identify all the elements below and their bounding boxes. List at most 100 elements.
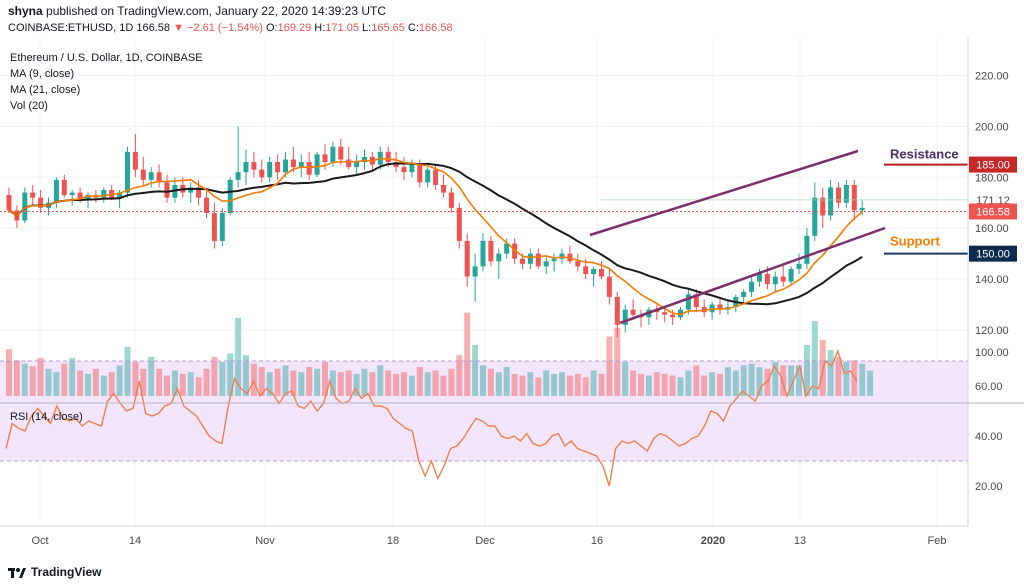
volume-bar — [693, 365, 700, 396]
volume-bar — [566, 375, 573, 396]
candle-body — [575, 261, 581, 267]
candle-body — [788, 268, 794, 282]
volume-bar — [480, 365, 486, 396]
candle-body — [472, 266, 478, 277]
author-name[interactable]: shyna — [8, 4, 43, 18]
volume-bar — [124, 346, 131, 396]
price-change: −2.61 (−1.54%) — [187, 22, 263, 34]
volume-bar — [796, 365, 802, 396]
price-tick-label: 120.00 — [975, 325, 1009, 337]
volume-bar — [290, 370, 297, 396]
high-value: 171.05 — [325, 22, 359, 34]
candle-body — [6, 195, 12, 211]
resistance-price-tag-bg — [969, 156, 1017, 173]
volume-bar — [322, 362, 328, 396]
volume-bar — [100, 375, 107, 396]
candle-body — [117, 192, 123, 198]
footer-brand-label: TradingView — [31, 565, 102, 579]
volume-bar — [622, 362, 629, 396]
volume-bar — [116, 365, 123, 396]
volume-bar — [653, 372, 660, 396]
candle-body — [591, 268, 597, 275]
volume-bar — [669, 375, 676, 396]
candle-body — [441, 184, 446, 193]
candle-body — [306, 162, 312, 175]
candle-body — [204, 197, 209, 213]
candle-body — [322, 154, 328, 163]
volume-bar — [227, 353, 234, 396]
last-price: 166.58 — [136, 22, 171, 34]
candle-body — [401, 167, 407, 173]
candle-body — [764, 274, 770, 285]
volume-bar — [250, 363, 257, 396]
channel-upper-line — [589, 149, 859, 237]
candle-body — [211, 212, 217, 241]
candle-body — [314, 154, 320, 175]
volume-bar — [835, 356, 842, 396]
volume-bar — [472, 345, 479, 396]
volume-bar — [630, 370, 637, 396]
time-tick-label: 2020 — [701, 535, 725, 547]
rsi-tick-label: 40.00 — [975, 431, 1003, 443]
volume-bar — [543, 370, 550, 396]
price-chart[interactable]: Resistance Support RSI (14, close) 120.00… — [0, 38, 1024, 558]
symbol-label[interactable]: COINBASE:ETHUSD, 1D — [8, 22, 134, 34]
candle-body — [30, 192, 36, 198]
volume-bar — [827, 350, 834, 396]
volume-bar — [527, 372, 534, 396]
volume-bar — [843, 362, 850, 396]
candle-body — [259, 169, 265, 178]
volume-bar — [614, 328, 621, 396]
volume-bar — [495, 372, 502, 396]
volume-bar — [92, 368, 99, 396]
candle-body — [298, 162, 304, 168]
volume-bar — [148, 356, 155, 396]
candle-body — [148, 172, 154, 180]
price-tick-label: 200.00 — [975, 121, 1009, 133]
close-label: C: — [407, 22, 419, 34]
volume-bar — [29, 366, 36, 396]
rsi-legend: RSI (14, close) — [10, 411, 83, 423]
candle-body — [464, 240, 470, 277]
candle-body — [362, 156, 367, 163]
volume-bar — [424, 372, 431, 396]
low-value: 165.65 — [371, 22, 405, 34]
candle-body — [520, 258, 525, 264]
volume-bar — [487, 368, 494, 396]
candle-body — [488, 240, 494, 262]
candle-body — [275, 162, 281, 173]
candle-body — [622, 309, 628, 325]
volume-bar — [21, 363, 28, 396]
volume-bar — [685, 370, 692, 396]
volume-bar — [211, 356, 218, 396]
volume-bar — [258, 367, 265, 396]
volume-bar — [511, 373, 518, 396]
candle-body — [53, 179, 59, 203]
footer-brand[interactable]: TradingView — [8, 561, 101, 583]
volume-bar — [203, 368, 210, 396]
tradingview-logo-icon — [8, 568, 26, 578]
candle-body — [630, 309, 636, 315]
legend-ma21[interactable]: MA (21, close) — [10, 84, 81, 96]
legend-ma9[interactable]: MA (9, close) — [10, 68, 75, 80]
volume-tick-label: 100.00 — [975, 347, 1009, 359]
candle-body — [812, 197, 818, 236]
volume-bar — [740, 365, 747, 396]
volume-bar — [377, 365, 384, 396]
volume-bar — [574, 373, 581, 396]
volume-bar — [274, 368, 281, 396]
legend-title[interactable]: Ethereum / U.S. Dollar, 1D, COINBASE — [10, 52, 203, 64]
volume-bar — [171, 370, 178, 396]
candle-body — [227, 179, 233, 213]
time-tick-label: 13 — [794, 535, 806, 547]
down-arrow-icon: ▼ — [173, 22, 184, 34]
candle-body — [551, 258, 557, 262]
volume-bar — [408, 375, 415, 396]
legend-vol[interactable]: Vol (20) — [10, 100, 48, 112]
candle-body — [125, 151, 130, 193]
volume-bar — [803, 345, 810, 396]
publish-line: shyna published on TradingView.com, Janu… — [8, 4, 386, 18]
candle-body — [156, 172, 162, 183]
close-value: 166.58 — [418, 22, 453, 34]
candle-body — [717, 304, 723, 310]
